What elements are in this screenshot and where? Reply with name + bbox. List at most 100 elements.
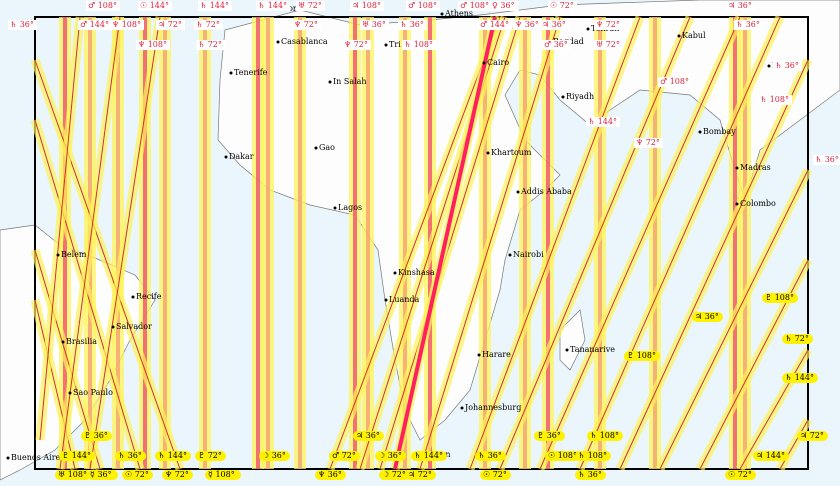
line-label: ♇ 36° — [537, 431, 561, 440]
label-bg — [587, 431, 623, 441]
line-label: ♂ 144° — [80, 20, 109, 29]
line-label: ♆ 72° — [165, 470, 189, 479]
band-core — [523, 17, 527, 469]
city-dot — [314, 146, 318, 150]
city-label: Lagos — [338, 203, 362, 212]
city-dot — [516, 190, 520, 194]
label-bg — [762, 293, 798, 303]
line-label: ♄ 36° — [775, 61, 799, 70]
city-dot — [565, 348, 569, 352]
band-core — [203, 17, 207, 469]
city-label: Athens — [444, 9, 473, 18]
city-label: Recife — [136, 292, 162, 301]
label-bg — [624, 351, 660, 361]
label-bg — [534, 431, 565, 441]
label-bg — [782, 373, 818, 383]
line-label: ♄ 108° — [404, 40, 433, 49]
city-dot — [68, 391, 72, 395]
label-bg — [692, 312, 723, 322]
label-bg — [490, 1, 519, 11]
line-label: ♄ 36° — [10, 20, 34, 29]
line-label: ♄ 36° — [400, 20, 424, 29]
diag-line — [379, 16, 521, 470]
label-bg — [782, 334, 813, 344]
line-label: ♃ 36° — [695, 312, 719, 321]
label-bg — [594, 20, 623, 30]
line-label: ♆ 108° — [138, 40, 167, 49]
city-dot — [677, 34, 681, 38]
city-dot — [561, 95, 565, 99]
label-bg — [813, 155, 840, 165]
city-dot — [735, 166, 739, 170]
label-bg — [196, 40, 225, 50]
label-bg — [55, 470, 91, 480]
city-label: Sao Paulo — [73, 388, 113, 397]
city-label: Bombay — [703, 127, 736, 136]
band-core — [733, 17, 737, 469]
line-label: ☽ 36° — [262, 451, 286, 460]
label-bg — [259, 451, 290, 461]
line-label: ♄ 36° — [736, 20, 760, 29]
label-bg — [256, 1, 290, 11]
city-dot — [384, 298, 388, 302]
label-bg — [296, 1, 325, 11]
city-dot — [735, 202, 739, 206]
band-core — [266, 17, 270, 469]
label-bg — [402, 40, 436, 50]
city-dot — [393, 271, 397, 275]
line-label: ♃ 36° — [356, 431, 380, 440]
city-label: Salvador — [116, 322, 152, 331]
line-label: ♃ 72° — [408, 470, 432, 479]
city-label: Tananarive — [570, 345, 615, 354]
city-label: Tri — [389, 40, 401, 49]
label-bg — [110, 20, 144, 30]
city-label: Buenos Aires — [11, 453, 64, 462]
diag-line — [469, 16, 641, 470]
city-dot — [477, 353, 481, 357]
line-label: ♀ 36° — [492, 1, 515, 10]
band-core — [743, 17, 747, 469]
city-label: Khartoum — [491, 148, 532, 157]
line-label: ♄ 72° — [196, 20, 220, 29]
band-core — [143, 17, 147, 469]
city-label: Riyadh — [566, 92, 594, 101]
line-label: ♆ 72° — [294, 20, 318, 29]
label-bg — [405, 470, 436, 480]
label-bg — [586, 117, 620, 127]
city-dot — [61, 340, 65, 344]
band-core — [298, 17, 302, 469]
label-bg — [475, 451, 506, 461]
city-dot — [276, 40, 280, 44]
line-label: ♅ 36° — [362, 20, 386, 29]
city-label: Nairobi — [513, 250, 544, 259]
label-bg — [194, 20, 223, 30]
line-label: ♄ 108° — [590, 431, 619, 440]
label-bg — [398, 20, 427, 30]
line-label: ♂ 36° — [544, 40, 568, 49]
label-bg — [480, 470, 511, 480]
line-label: ♅ 72° — [596, 40, 620, 49]
line-label: ♆ 72° — [636, 138, 660, 147]
label-bg — [350, 1, 384, 11]
city-dot — [224, 155, 228, 159]
diag-line — [739, 349, 809, 470]
diag-line — [539, 16, 741, 470]
city-dot — [131, 295, 135, 299]
line-label: ♃ 108° — [352, 1, 381, 10]
line-label: ☽ 72° — [382, 470, 406, 479]
label-bg — [329, 451, 360, 461]
city-label: Madras — [740, 163, 771, 172]
band-core — [366, 17, 370, 469]
label-bg — [513, 20, 542, 30]
line-label: ☉ 72° — [483, 470, 507, 479]
label-bg — [575, 470, 606, 480]
line-label: ♄ 144° — [200, 1, 229, 10]
line-label: ☿ 36° — [90, 470, 112, 479]
city-dot — [328, 80, 332, 84]
label-bg — [360, 20, 389, 30]
line-label: ♄ 72° — [198, 40, 222, 49]
label-bg — [315, 470, 346, 480]
city-label: Dakar — [229, 152, 254, 161]
city-label: Luanda — [389, 295, 420, 304]
city-label: In Salah — [333, 77, 367, 86]
